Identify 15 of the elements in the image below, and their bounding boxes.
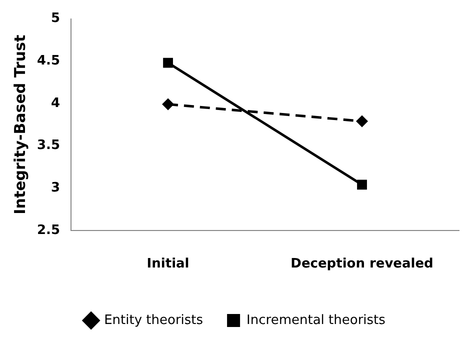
x-tick-label: Initial: [146, 256, 190, 272]
legend-label: Incremental theorists: [246, 312, 386, 328]
point: [163, 58, 173, 68]
y-tick-label: 4: [50, 96, 60, 111]
point: [162, 98, 174, 110]
point: [357, 180, 367, 190]
y-tick-label: 3.5: [37, 138, 60, 154]
y-tick-label: 2.5: [37, 222, 60, 238]
legend-label: Entity theorists: [104, 312, 204, 328]
y-tick-label: 3: [50, 180, 60, 196]
point: [356, 115, 368, 128]
y-axis-title: Integrity-Based Trust: [10, 34, 29, 214]
y-tick-label: 5: [50, 11, 60, 26]
y-tick-label: 4.5: [37, 53, 60, 68]
x-tick-label: Deception revealed: [290, 256, 434, 272]
